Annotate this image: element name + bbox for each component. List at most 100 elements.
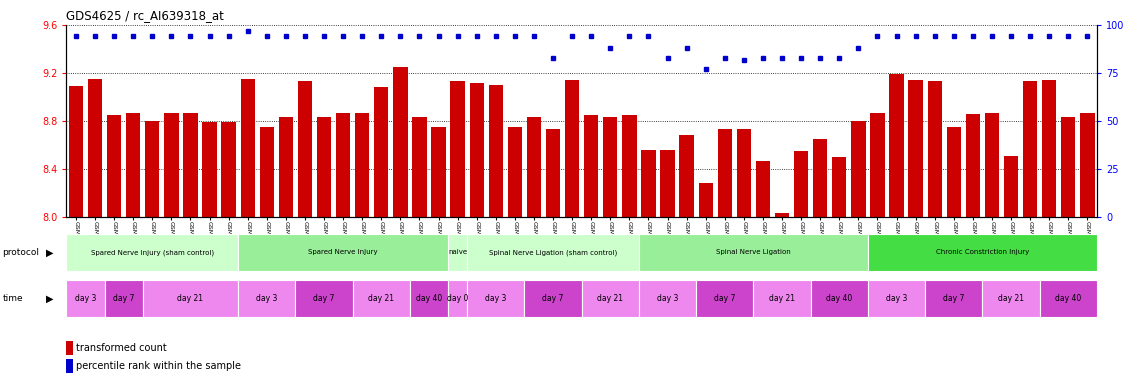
Bar [603, 118, 617, 217]
Bar [868, 234, 1097, 271]
Bar [412, 118, 427, 217]
Bar [507, 127, 522, 217]
Bar [527, 118, 542, 217]
Text: day 0: day 0 [447, 294, 468, 303]
Bar [240, 79, 255, 217]
Bar [183, 113, 198, 217]
Bar [88, 79, 102, 217]
Bar [143, 280, 238, 317]
Bar [890, 74, 903, 217]
Bar [106, 115, 121, 217]
Text: Spinal Nerve Ligation: Spinal Nerve Ligation [716, 250, 791, 255]
Text: protocol: protocol [2, 248, 39, 257]
Bar [851, 121, 866, 217]
Text: Chronic Constriction Injury: Chronic Constriction Injury [935, 250, 1029, 255]
Text: day 21: day 21 [598, 294, 623, 303]
Bar [908, 80, 923, 217]
Bar [66, 341, 72, 355]
Text: day 21: day 21 [369, 294, 394, 303]
Bar [66, 234, 238, 271]
Bar [317, 118, 331, 217]
Bar [813, 139, 828, 217]
Text: day 21: day 21 [769, 294, 795, 303]
Bar [260, 127, 274, 217]
Bar [698, 184, 713, 217]
Text: day 40: day 40 [827, 294, 852, 303]
Bar [335, 113, 350, 217]
Text: transformed count: transformed count [76, 343, 166, 353]
Bar [66, 280, 104, 317]
Bar [832, 157, 846, 217]
Bar [639, 234, 868, 271]
Text: time: time [2, 294, 23, 303]
Text: GDS4625 / rc_AI639318_at: GDS4625 / rc_AI639318_at [66, 9, 224, 22]
Bar [679, 136, 694, 217]
Bar [104, 280, 143, 317]
Bar [353, 280, 410, 317]
Bar [432, 127, 445, 217]
Bar [639, 280, 696, 317]
Bar [564, 80, 579, 217]
Bar [582, 280, 639, 317]
Bar [393, 67, 408, 217]
Text: day 3: day 3 [485, 294, 506, 303]
Bar [985, 113, 1000, 217]
Bar [448, 234, 467, 271]
Bar [965, 114, 980, 217]
Bar [982, 280, 1040, 317]
Bar [925, 280, 982, 317]
Text: day 7: day 7 [314, 294, 334, 303]
Bar [295, 280, 353, 317]
Bar [718, 129, 732, 217]
Text: day 3: day 3 [657, 294, 678, 303]
Bar [203, 122, 216, 217]
Text: day 7: day 7 [113, 294, 134, 303]
Bar [546, 129, 560, 217]
Bar [278, 118, 293, 217]
Bar [355, 113, 370, 217]
Bar [753, 280, 811, 317]
Text: Spinal Nerve Ligation (sham control): Spinal Nerve Ligation (sham control) [489, 249, 617, 256]
Bar [793, 151, 808, 217]
Text: day 21: day 21 [177, 294, 204, 303]
Bar [221, 122, 236, 217]
Bar [775, 214, 789, 217]
Bar [927, 81, 942, 217]
Bar [1022, 81, 1037, 217]
Bar [469, 83, 484, 217]
Bar [69, 86, 84, 217]
Bar [489, 85, 503, 217]
Text: day 21: day 21 [998, 294, 1024, 303]
Text: day 3: day 3 [74, 294, 96, 303]
Bar [584, 115, 599, 217]
Bar [467, 234, 639, 271]
Bar [661, 150, 674, 217]
Text: day 7: day 7 [714, 294, 735, 303]
Bar [450, 81, 465, 217]
Text: Spared Nerve Injury: Spared Nerve Injury [308, 250, 378, 255]
Bar [756, 161, 771, 217]
Text: Spared Nerve Injury (sham control): Spared Nerve Injury (sham control) [90, 249, 214, 256]
Bar [238, 280, 295, 317]
Bar [1042, 80, 1057, 217]
Text: day 7: day 7 [943, 294, 964, 303]
Bar [524, 280, 582, 317]
Text: day 7: day 7 [543, 294, 563, 303]
Text: ▶: ▶ [46, 247, 54, 258]
Bar [298, 81, 313, 217]
Bar [696, 280, 753, 317]
Bar [622, 115, 637, 217]
Bar [66, 359, 72, 373]
Bar [868, 280, 925, 317]
Text: day 40: day 40 [1056, 294, 1081, 303]
Bar [1061, 118, 1075, 217]
Text: day 3: day 3 [886, 294, 907, 303]
Bar [947, 127, 961, 217]
Text: day 40: day 40 [416, 294, 442, 303]
Text: ▶: ▶ [46, 293, 54, 304]
Bar [238, 234, 448, 271]
Text: day 3: day 3 [256, 294, 277, 303]
Bar [410, 280, 448, 317]
Bar [467, 280, 524, 317]
Bar [145, 121, 159, 217]
